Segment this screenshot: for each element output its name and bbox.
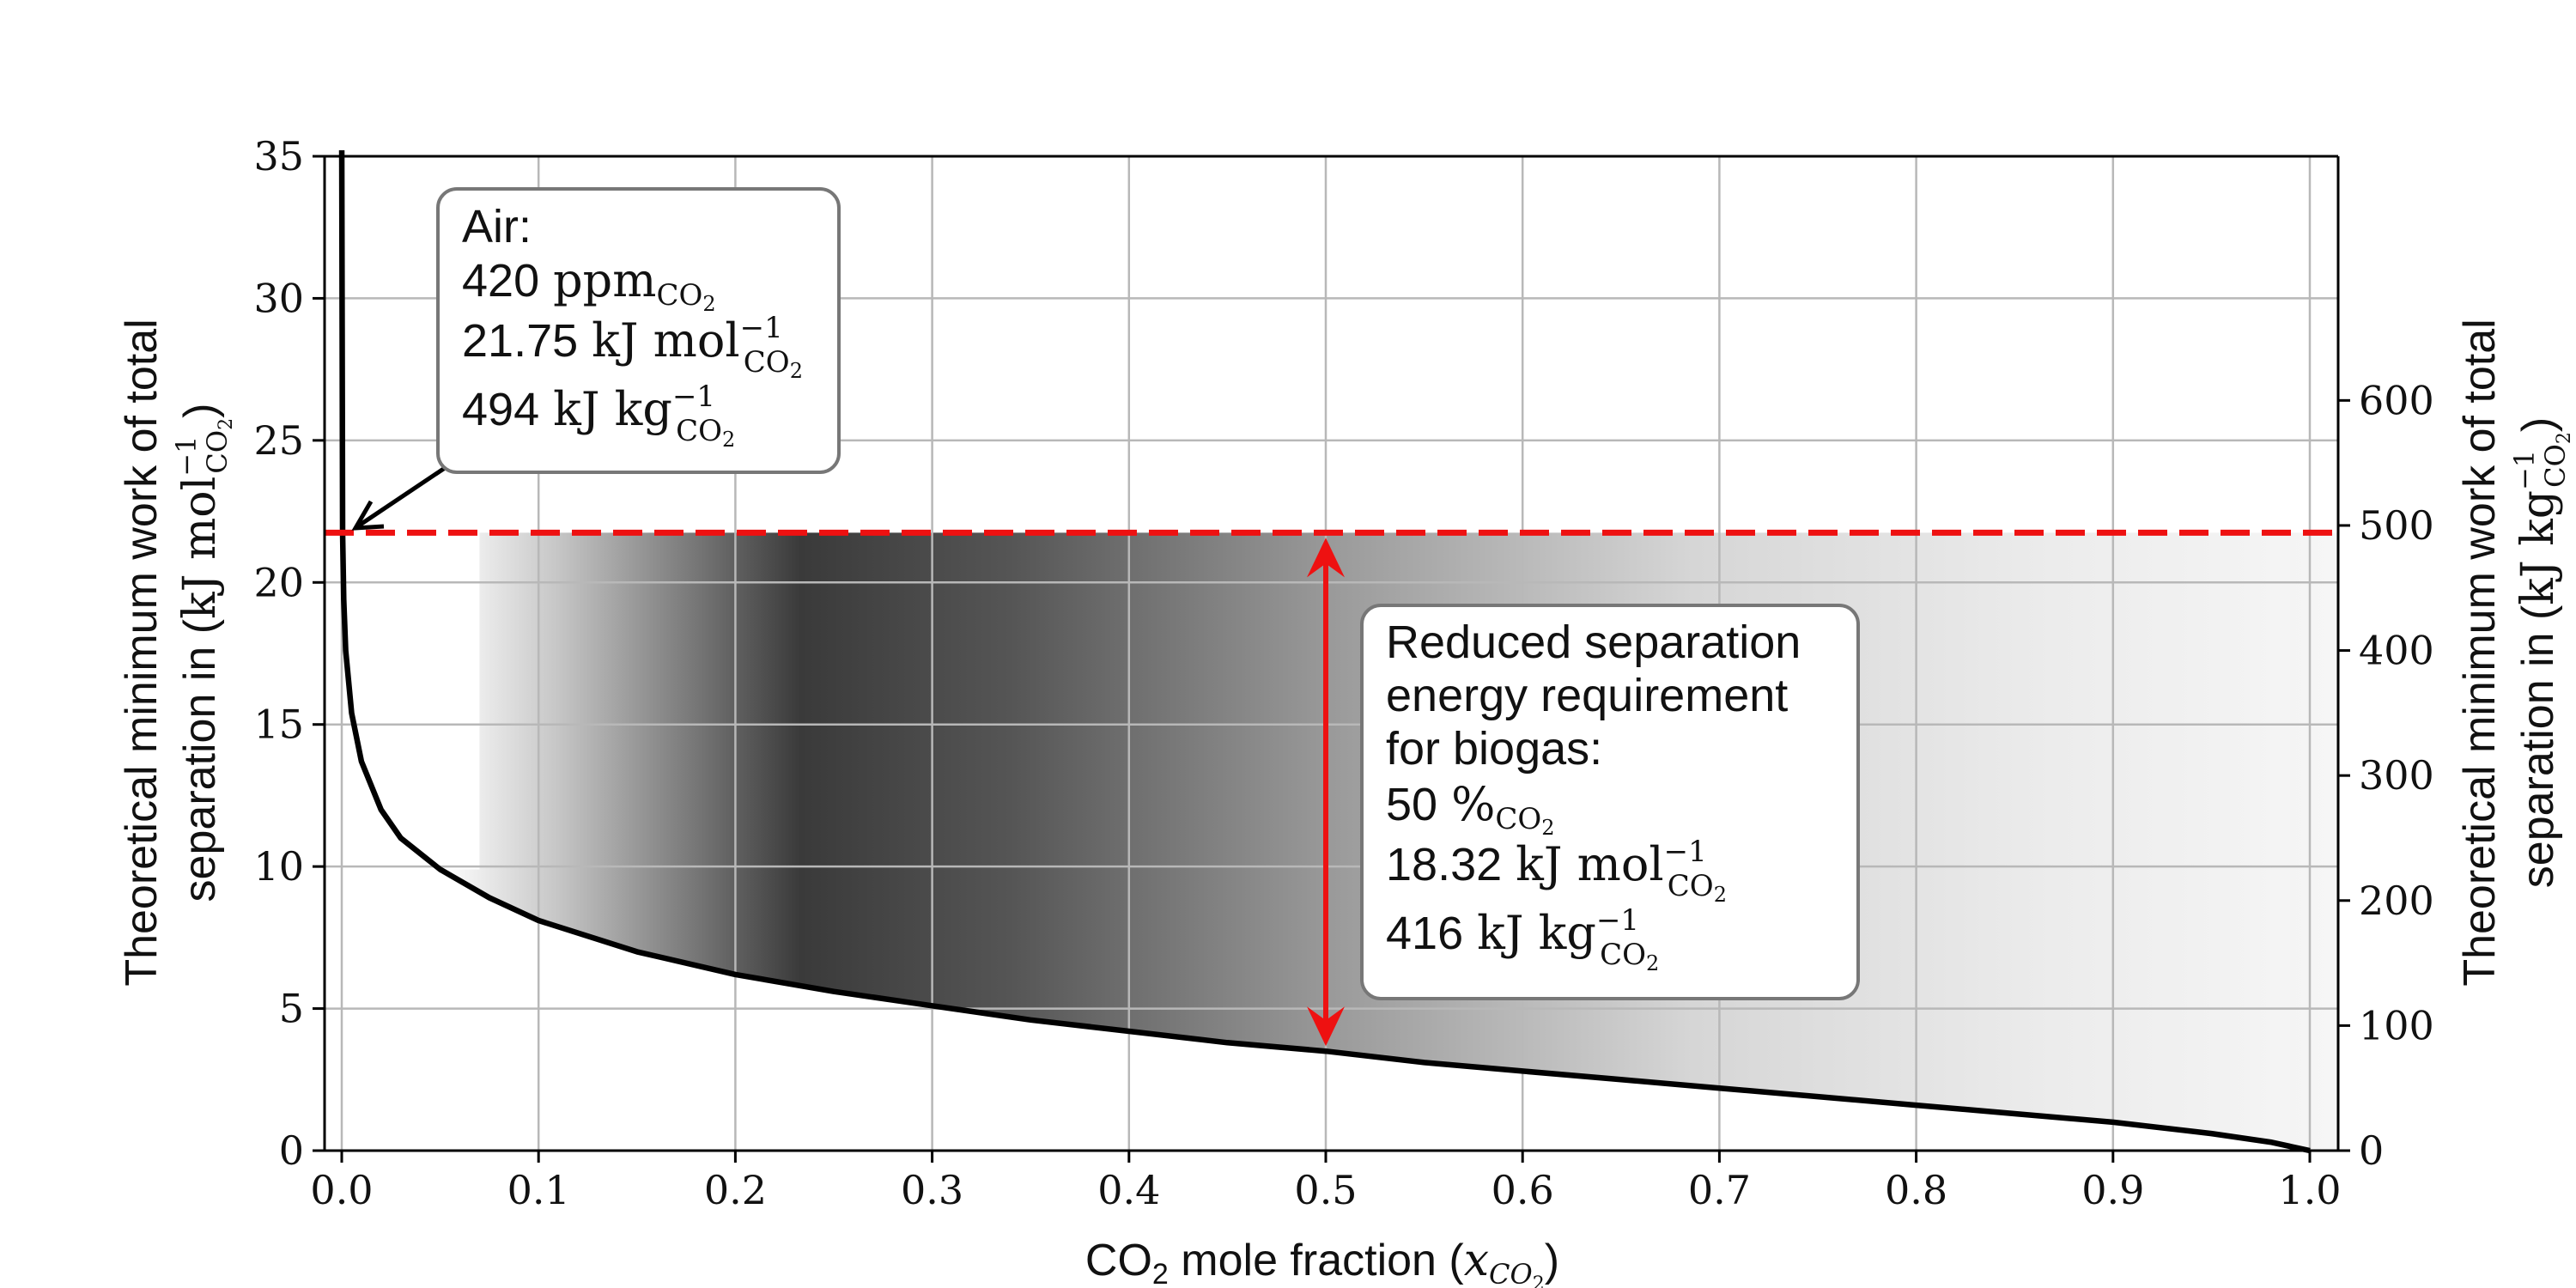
y-left-tick-label: 35 xyxy=(253,133,304,179)
air-work-per-kg: 494 kJ kg−1 CO2 xyxy=(462,380,735,452)
y-axis-left-label: Theoretical minimum work of total separa… xyxy=(117,319,237,986)
y-axis-right-label-line1: Theoretical minimum work of total xyxy=(2455,319,2505,986)
y-axis-right-label-line2: separation in (kJ kg−1CO2) xyxy=(2508,417,2575,888)
y-axis-left-label-line2: separation in (kJ mol−1CO2) xyxy=(170,404,237,902)
plot-frame xyxy=(323,155,2340,1152)
arrow-head-top xyxy=(1307,538,1345,578)
y-right-tick-label: 0 xyxy=(2359,1127,2384,1174)
x-tick-label: 0.8 xyxy=(1885,1167,1947,1213)
air-pointer-arrowhead xyxy=(351,500,385,531)
y-axis-left-ticks: 0 5 10 15 20 25 30 35 xyxy=(253,133,325,1174)
x-tick-label: 0.4 xyxy=(1097,1167,1160,1213)
x-axis-label: CO2 mole fraction (xCO2) xyxy=(1085,1235,1559,1288)
x-tick-label: 0.6 xyxy=(1492,1167,1554,1213)
y-right-tick-label: 600 xyxy=(2359,377,2434,423)
air-title: Air: xyxy=(462,201,532,252)
air-concentration: 420 ppmCO2 xyxy=(462,253,716,316)
x-tick-label: 0.7 xyxy=(1688,1167,1751,1213)
biogas-work-per-kg: 416 kJ kg−1 CO2 xyxy=(1386,903,1659,975)
x-tick-label: 0.9 xyxy=(2081,1167,2144,1213)
arrow-head-bottom xyxy=(1307,1006,1345,1047)
x-tick-label: 0.1 xyxy=(507,1167,570,1213)
annotation-air: Air: 420 ppmCO2 21.75 kJ mol−1 CO2 494 kJ kg… xyxy=(351,187,841,531)
y-left-tick-label: 5 xyxy=(279,986,304,1032)
y-left-tick-label: 30 xyxy=(253,275,304,321)
air-pointer-arrow xyxy=(357,465,447,528)
y-right-tick-label: 300 xyxy=(2359,752,2434,799)
biogas-line-1: Reduced separation xyxy=(1386,617,1801,668)
y-right-tick-label: 100 xyxy=(2359,1002,2434,1048)
y-left-tick-label: 20 xyxy=(253,559,304,605)
series-line xyxy=(338,150,2311,1154)
air-work-per-mol: 21.75 kJ mol−1 CO2 xyxy=(462,311,803,383)
biogas-line-2: energy requirement xyxy=(1386,670,1788,721)
y-left-tick-label: 25 xyxy=(253,417,304,464)
biogas-work-per-mol: 18.32 kJ mol−1 CO2 xyxy=(1386,835,1727,907)
x-tick-label: 1.0 xyxy=(2278,1167,2341,1213)
annotation-air-box xyxy=(436,187,841,474)
y-left-tick-label: 15 xyxy=(253,702,304,748)
x-axis-ticks: 0.0 0.1 0.2 0.3 0.4 0.5 0.6 0.7 0.8 0.9 1.0 xyxy=(310,1151,2342,1213)
y-axis-right-label: Theoretical minimum work of total separa… xyxy=(2455,319,2575,986)
biogas-concentration: 50 %CO2 xyxy=(1386,777,1555,840)
biogas-double-arrow xyxy=(1307,538,1345,1047)
biogas-line-3: for biogas: xyxy=(1386,723,1602,775)
annotation-biogas-box xyxy=(1360,604,1860,1000)
y-right-tick-label: 400 xyxy=(2359,628,2434,674)
y-left-tick-label: 10 xyxy=(253,843,304,890)
y-axis-right-ticks: 0 100 200 300 400 500 600 xyxy=(2338,377,2434,1174)
y-axis-left-label-line1: Theoretical minimum work of total xyxy=(117,319,167,986)
y-right-tick-label: 500 xyxy=(2359,502,2434,549)
x-tick-label: 0.0 xyxy=(310,1167,373,1213)
x-tick-label: 0.2 xyxy=(704,1167,767,1213)
y-right-tick-label: 200 xyxy=(2359,878,2434,924)
x-tick-label: 0.5 xyxy=(1294,1167,1357,1213)
annotation-biogas: Reduced separation energy requirement fo… xyxy=(1360,604,1860,1000)
x-tick-label: 0.3 xyxy=(901,1167,963,1213)
y-left-tick-label: 0 xyxy=(279,1127,304,1174)
